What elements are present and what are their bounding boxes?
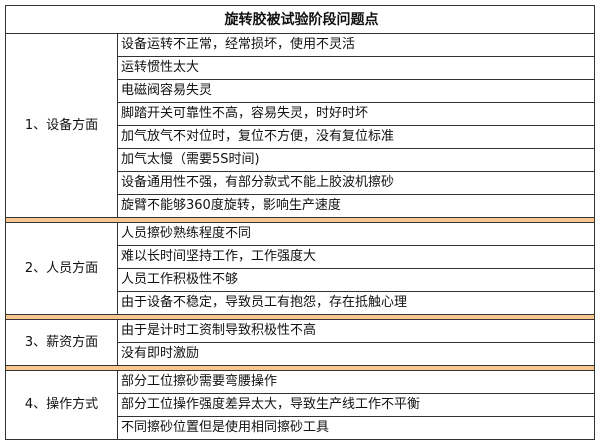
- issue-item: 设备运转不正常，经常损坏，使用不灵活: [117, 33, 595, 57]
- table-row: 部分工位操作强度差异太大，导致生产线工作不平衡: [6, 393, 595, 417]
- issue-item: 加气放气不对位时，复位不方便，没有复位标准: [117, 125, 595, 149]
- issue-item: 部分工位擦砂需要弯腰操作: [117, 370, 595, 394]
- issue-item: 脚踏开关可靠性不高，容易失灵，时好时坏: [117, 102, 595, 126]
- table-row: 运转惯性太大: [6, 56, 595, 80]
- table-row: 1、设备方面 设备运转不正常，经常损坏，使用不灵活: [5, 33, 595, 218]
- table-row: 人员工作积极性不够: [6, 268, 595, 292]
- group-label: 4、操作方式: [5, 370, 118, 440]
- group-label: 1、设备方面: [5, 33, 118, 218]
- table-title: 旋转胶被试验阶段问题点: [5, 5, 595, 34]
- table-row: 设备通用性不强，有部分款式不能上胶波机擦砂: [6, 171, 595, 195]
- issue-item: 由于设备不稳定，导致员工有抱怨，存在抵触心理: [117, 291, 595, 315]
- table-row: 旋臂不能够360度旋转，影响生产速度: [6, 194, 595, 218]
- group-label: 2、人员方面: [5, 222, 118, 315]
- issue-item: 不同擦砂位置但是使用相同擦砂工具: [117, 416, 595, 440]
- issue-item: 没有即时激励: [117, 342, 595, 366]
- table-row: 2、人员方面 人员擦砂熟练程度不同: [5, 222, 595, 315]
- issue-item: 人员工作积极性不够: [117, 268, 595, 292]
- issue-item: 运转惯性太大: [117, 56, 595, 80]
- issue-item: 旋臂不能够360度旋转，影响生产速度: [117, 194, 595, 218]
- issue-item: 电磁阀容易失灵: [117, 79, 595, 103]
- group-label: 3、薪资方面: [5, 319, 118, 366]
- table-row: 不同擦砂位置但是使用相同擦砂工具: [6, 416, 595, 440]
- table-row: 加气放气不对位时，复位不方便，没有复位标准: [6, 125, 595, 149]
- issue-item: 部分工位操作强度差异太大，导致生产线工作不平衡: [117, 393, 595, 417]
- issue-item: 设备通用性不强，有部分款式不能上胶波机擦砂: [117, 171, 595, 195]
- issue-item: 难以长时间坚持工作，工作强度大: [117, 245, 595, 269]
- issue-item: 人员擦砂熟练程度不同: [117, 222, 595, 246]
- issue-item: 由于是计时工资制导致积极性不高: [117, 319, 595, 343]
- table-row: 电磁阀容易失灵: [6, 79, 595, 103]
- issue-item: 加气太慢（需要5S时间): [117, 148, 595, 172]
- problem-table: 旋转胶被试验阶段问题点 1、设备方面 设备运转不正常，经常损坏，使用不灵活 运转惯性…: [5, 5, 595, 440]
- table-row: 由于设备不稳定，导致员工有抱怨，存在抵触心理: [6, 291, 595, 315]
- table-row: 3、薪资方面 由于是计时工资制导致积极性不高: [5, 319, 595, 366]
- table-row: 4、操作方式 部分工位擦砂需要弯腰操作: [5, 370, 595, 440]
